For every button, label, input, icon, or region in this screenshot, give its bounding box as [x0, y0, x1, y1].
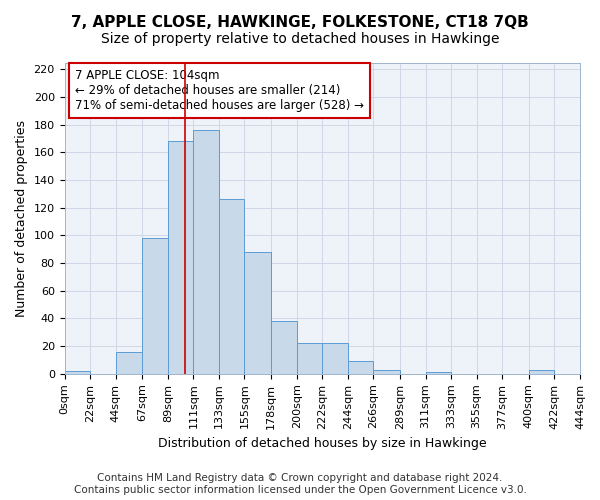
Bar [244, 252, 271, 374]
Bar [348, 362, 373, 374]
Bar [116, 352, 142, 374]
Bar [425, 372, 451, 374]
X-axis label: Distribution of detached houses by size in Hawkinge: Distribution of detached houses by size … [158, 437, 487, 450]
Bar [529, 370, 554, 374]
Bar [322, 344, 348, 374]
Y-axis label: Number of detached properties: Number of detached properties [15, 120, 28, 316]
Text: 7 APPLE CLOSE: 104sqm
← 29% of detached houses are smaller (214)
71% of semi-det: 7 APPLE CLOSE: 104sqm ← 29% of detached … [75, 68, 364, 112]
Bar [373, 370, 400, 374]
Bar [65, 371, 90, 374]
Bar [219, 200, 244, 374]
Text: Contains HM Land Registry data © Crown copyright and database right 2024.
Contai: Contains HM Land Registry data © Crown c… [74, 474, 526, 495]
Bar [297, 344, 322, 374]
Bar [193, 130, 219, 374]
Text: 7, APPLE CLOSE, HAWKINGE, FOLKESTONE, CT18 7QB: 7, APPLE CLOSE, HAWKINGE, FOLKESTONE, CT… [71, 15, 529, 30]
Text: Size of property relative to detached houses in Hawkinge: Size of property relative to detached ho… [101, 32, 499, 46]
Bar [168, 142, 193, 374]
Bar [271, 321, 297, 374]
Bar [142, 238, 168, 374]
